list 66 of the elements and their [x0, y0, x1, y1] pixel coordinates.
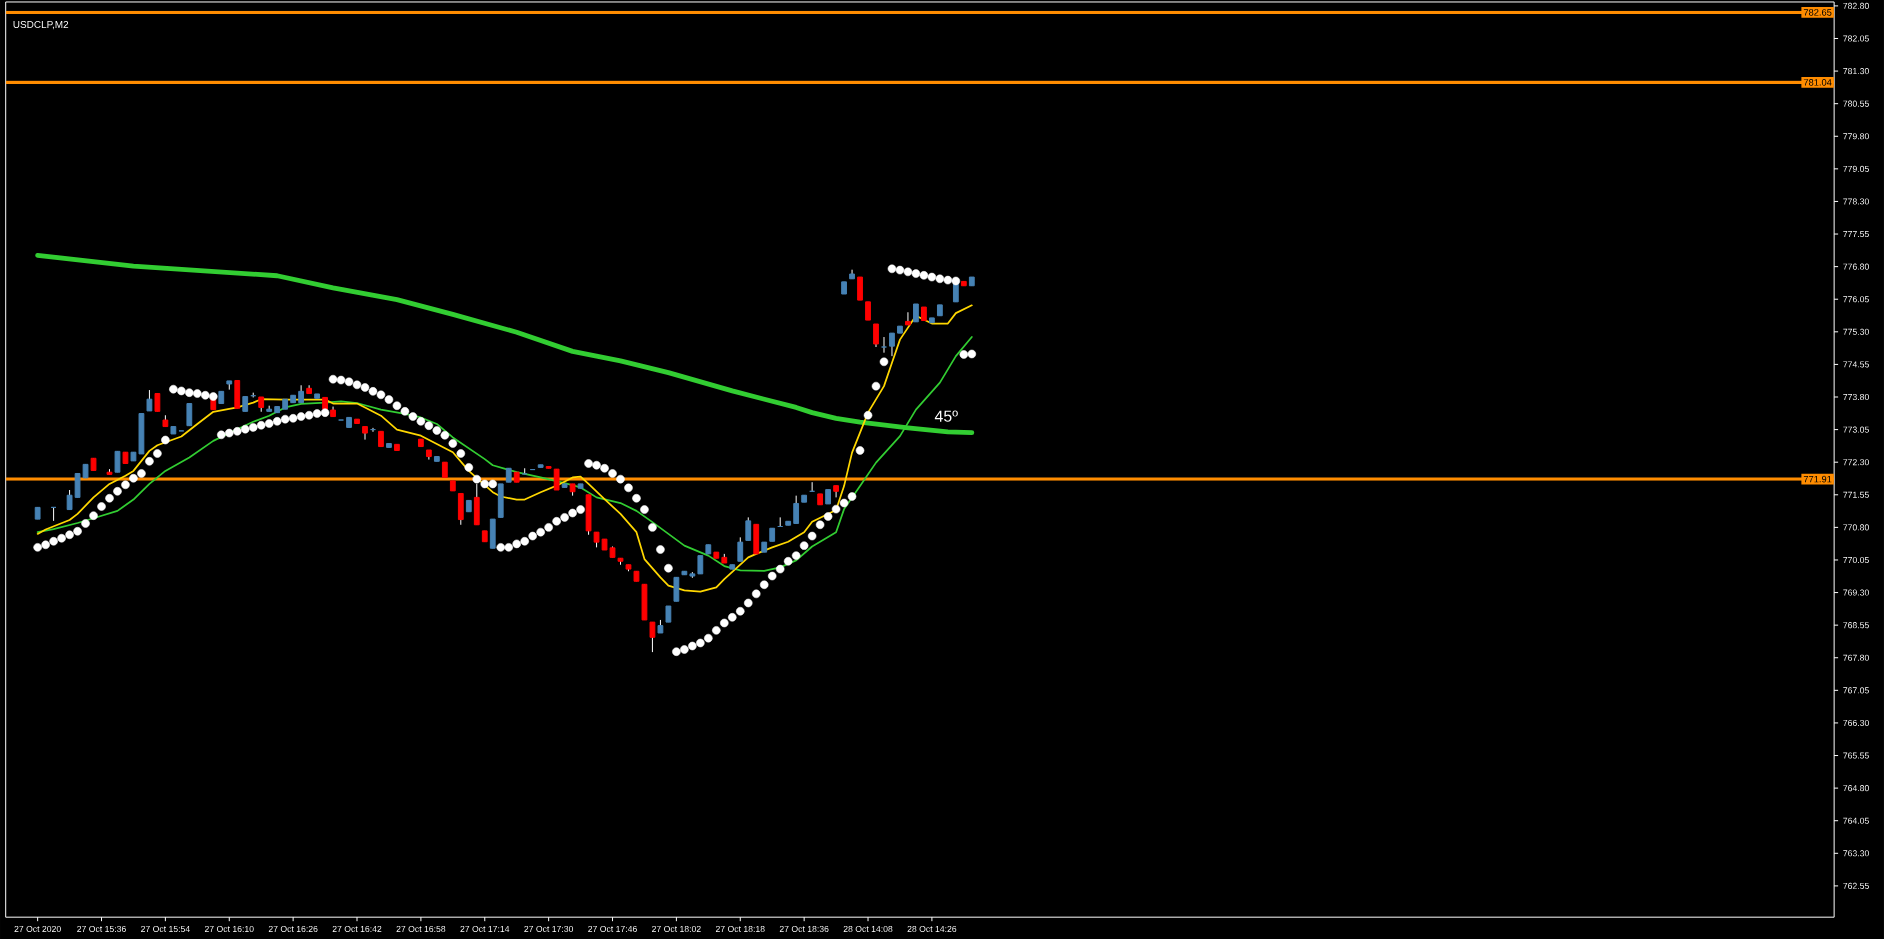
candlestick [553, 468, 560, 491]
y-tick-label: 767.80 [1843, 654, 1869, 661]
y-tick-label: 777.55 [1843, 230, 1869, 237]
x-tick-label: 27 Oct 2020 [14, 925, 61, 932]
x-tick-label: 27 Oct 16:26 [268, 925, 318, 932]
y-tick-label: 770.80 [1843, 524, 1869, 531]
ref-line-label: 782.65 [1803, 9, 1832, 16]
candlestick [857, 276, 863, 301]
x-tick-label: 27 Oct 18:02 [652, 925, 701, 932]
y-tick-label: 779.05 [1843, 165, 1869, 172]
y-tick-label: 770.05 [1843, 556, 1869, 563]
x-tick-label: 28 Oct 14:08 [843, 925, 893, 932]
x-tick-label: 27 Oct 18:18 [715, 925, 765, 932]
candlestick [362, 425, 368, 441]
y-tick-label: 767.05 [1843, 687, 1869, 694]
candlestick [737, 536, 744, 562]
y-tick-label: 782.80 [1843, 2, 1869, 9]
y-tick-label: 776.80 [1843, 263, 1869, 270]
y-tick-label: 766.30 [1843, 719, 1869, 726]
y-tick-label: 764.80 [1843, 785, 1869, 792]
x-tick-label: 27 Oct 15:36 [77, 925, 126, 932]
y-tick-label: 763.30 [1843, 850, 1869, 857]
x-tick-label: 27 Oct 15:54 [141, 925, 190, 932]
line-series [36, 304, 973, 593]
text: USDCLP,M2 [13, 20, 69, 30]
y-tick-label: 775.30 [1843, 328, 1869, 335]
x-tick-label: 27 Oct 16:58 [396, 925, 446, 932]
y-tick-label: 774.55 [1843, 361, 1869, 368]
x-tick-label: 27 Oct 17:30 [524, 925, 574, 932]
x-tick-label: 27 Oct 18:36 [779, 925, 829, 932]
y-tick-label: 769.30 [1843, 589, 1869, 596]
candlestick [873, 323, 879, 348]
annotation: 45º [934, 410, 958, 422]
y-tick-label: 781.30 [1843, 67, 1869, 75]
candlestick [146, 389, 153, 412]
candlestick [186, 402, 193, 427]
ref-line-label: 771.91 [1803, 475, 1832, 483]
y-tick-label: 765.55 [1843, 752, 1869, 759]
y-tick-label: 771.55 [1843, 491, 1869, 498]
candlestick [889, 332, 895, 357]
y-tick-label: 772.30 [1843, 459, 1869, 466]
x-tick-label: 27 Oct 17:46 [588, 925, 637, 932]
y-tick-label: 773.80 [1843, 393, 1869, 401]
y-tick-label: 768.55 [1843, 622, 1869, 629]
candlestick [673, 576, 680, 602]
y-tick-label: 764.05 [1843, 817, 1869, 824]
x-tick-label: 28 Oct 14:26 [907, 925, 957, 932]
y-tick-label: 779.80 [1843, 133, 1869, 140]
candlestick [114, 450, 121, 473]
ref-line-label: 781.04 [1803, 79, 1832, 86]
y-tick-label: 778.30 [1843, 198, 1869, 205]
y-tick-label: 762.55 [1843, 882, 1869, 889]
y-tick-label: 782.05 [1843, 35, 1869, 42]
x-tick-label: 27 Oct 16:42 [332, 925, 382, 932]
candlestick [905, 311, 911, 326]
y-tick-label: 773.05 [1843, 426, 1869, 433]
candlestick [66, 489, 73, 510]
candlestick [793, 495, 800, 524]
candlestick [697, 555, 704, 575]
y-tick-label: 776.05 [1843, 296, 1869, 303]
candlestick [745, 516, 752, 541]
x-tick-label: 27 Oct 17:14 [460, 925, 510, 932]
candlestick [649, 621, 656, 653]
y-tick-label: 780.55 [1843, 100, 1869, 107]
x-tick-label: 27 Oct 16:10 [204, 925, 254, 932]
candlestick [865, 301, 871, 321]
